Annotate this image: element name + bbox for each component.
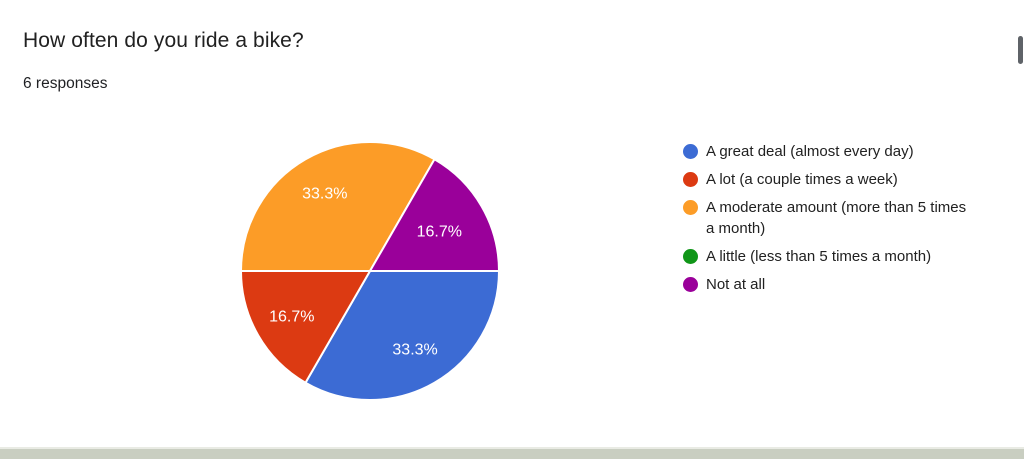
- legend-label-line: A moderate amount (more than 5 times: [706, 199, 967, 216]
- slice-percent-label: 33.3%: [392, 342, 437, 359]
- legend-label: A lot (a couple times a week): [706, 169, 898, 190]
- scrollbar-thumb[interactable]: [1018, 36, 1023, 64]
- slice-percent-label: 16.7%: [417, 224, 462, 241]
- legend-item-3: A little (less than 5 times a month): [683, 246, 993, 267]
- response-count: 6 responses: [23, 75, 108, 92]
- legend-item-1: A lot (a couple times a week): [683, 169, 993, 190]
- pie-chart-svg: 33.3% 16.7% 33.3% 16.7%: [240, 141, 500, 401]
- slice-percent-label: 16.7%: [269, 309, 314, 326]
- pie-slice-4[interactable]: [369, 158, 500, 272]
- legend-label: A great deal (almost every day): [706, 141, 914, 162]
- legend-color-dot: [683, 277, 698, 292]
- legend-item-2: A moderate amount (more than 5 times a mo…: [683, 197, 993, 239]
- legend-label-line: A lot (a couple times a week): [706, 171, 898, 188]
- legend-label-line: A great deal (almost every day): [706, 143, 914, 160]
- legend-label-line: a month): [706, 220, 766, 237]
- legend-label: A moderate amount (more than 5 times a mo…: [706, 197, 966, 239]
- pie-slice-2[interactable]: [240, 141, 436, 272]
- legend-color-dot: [683, 172, 698, 187]
- footer-bar: [0, 447, 1024, 459]
- legend-color-dot: [683, 200, 698, 215]
- legend-label-line: Not at all: [706, 276, 766, 293]
- pie-chart: 33.3% 16.7% 33.3% 16.7%: [239, 140, 501, 402]
- legend-label: Not at all: [706, 274, 765, 295]
- legend-color-dot: [683, 249, 698, 264]
- legend-color-dot: [683, 144, 698, 159]
- pie-slice-1[interactable]: [240, 270, 371, 384]
- legend-item-0: A great deal (almost every day): [683, 141, 993, 162]
- legend-item-4: Not at all: [683, 274, 993, 295]
- question-title: How often do you ride a bike?: [23, 29, 304, 52]
- chart-legend: A great deal (almost every day) A lot (a …: [683, 141, 993, 302]
- slice-percent-label: 33.3%: [302, 185, 347, 202]
- pie-slice-0[interactable]: [304, 270, 500, 401]
- legend-label: A little (less than 5 times a month): [706, 246, 931, 267]
- legend-label-line: A little (less than 5 times a month): [706, 248, 932, 265]
